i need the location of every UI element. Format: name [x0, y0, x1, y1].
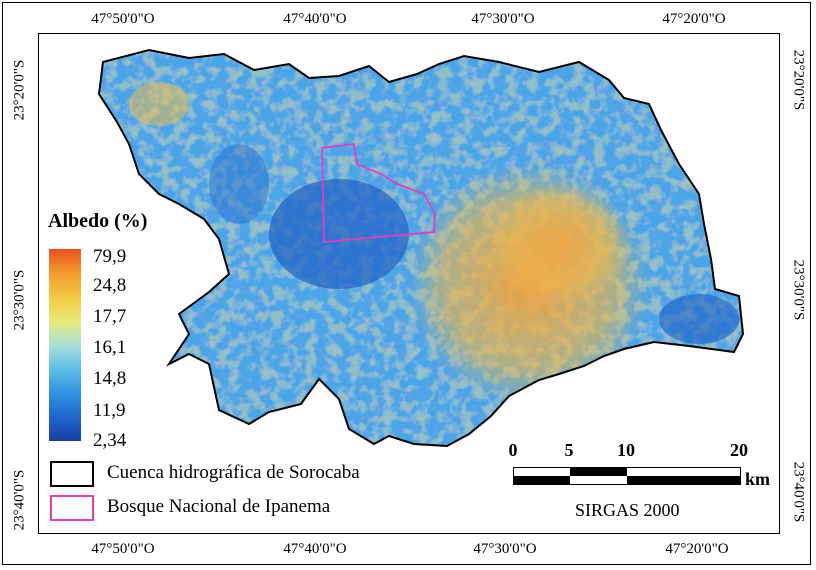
coord-bottom-2: 47°40'0"O	[283, 541, 347, 557]
coord-bottom-4: 47°20'0"O	[665, 541, 729, 557]
legend-label-forest: Bosque Nacional de Ipanema	[107, 496, 331, 517]
ramp-label: 24,8	[93, 275, 127, 296]
legend-swatch-basin	[50, 461, 94, 487]
ramp-label: 2,34	[93, 430, 127, 451]
coord-bottom-3: 47°30'0"O	[473, 541, 537, 557]
legend-title: Albedo (%)	[48, 210, 148, 232]
scale-tick-label: 5	[564, 440, 574, 460]
coord-left-1: 23°20'0"S	[11, 59, 28, 121]
crs-label: SIRGAS 2000	[575, 500, 680, 520]
map-frame	[38, 33, 780, 534]
ipanema-forest-outline	[321, 142, 436, 243]
coord-left-3: 23°40'0"S	[11, 469, 28, 531]
albedo-map-canvas	[98, 49, 744, 447]
coord-right-1: 23°20'0"S	[790, 49, 807, 111]
coord-left-2: 23°30'0"S	[11, 269, 28, 331]
legend-swatch-forest	[50, 495, 94, 521]
scale-bar	[513, 467, 741, 485]
scale-tick-label: 10	[617, 440, 635, 460]
coord-right-3: 23°40'0"S	[790, 461, 807, 523]
ramp-label: 16,1	[93, 337, 127, 358]
scale-unit: km	[745, 469, 771, 489]
albedo-raster	[99, 50, 743, 446]
albedo-color-ramp	[49, 249, 81, 441]
ramp-label: 17,7	[93, 306, 127, 327]
coord-top-1: 47°50'0"O	[91, 11, 155, 27]
ramp-label: 79,9	[93, 246, 127, 267]
scale-tick-label: 20	[730, 440, 748, 460]
map-outer-border	[2, 2, 811, 565]
ramp-label: 11,9	[93, 400, 126, 421]
legend-label-basin: Cuenca hidrográfica de Sorocaba	[107, 462, 360, 483]
scale-tick-label: 0	[508, 440, 518, 460]
coord-top-2: 47°40'0"O	[283, 11, 347, 27]
coord-right-2: 23°30'0"S	[790, 259, 807, 321]
ramp-label: 14,8	[93, 368, 127, 389]
coord-top-3: 47°30'0"O	[471, 11, 535, 27]
coord-top-4: 47°20'0"O	[662, 11, 726, 27]
coord-bottom-1: 47°50'0"O	[91, 541, 155, 557]
